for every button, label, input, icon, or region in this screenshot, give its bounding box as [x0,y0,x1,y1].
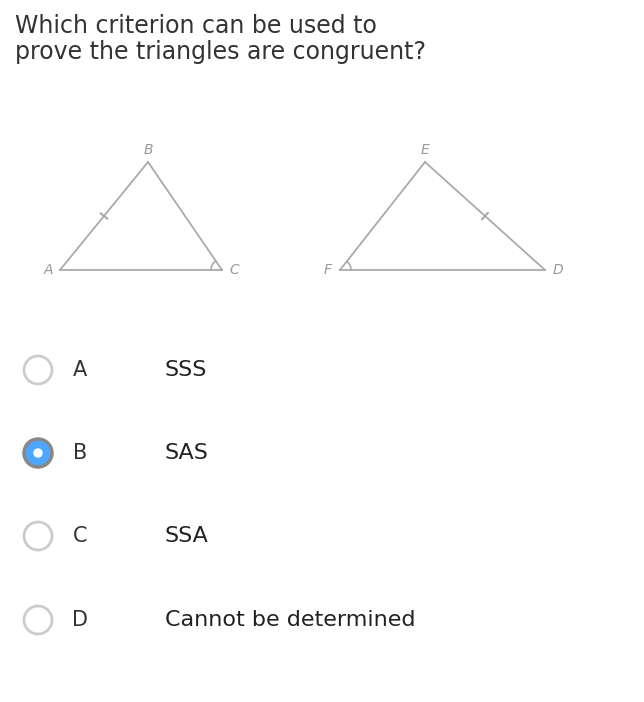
Circle shape [24,439,52,467]
Text: C: C [229,263,239,277]
Text: SAS: SAS [165,443,209,463]
Text: E: E [421,143,430,157]
Text: Cannot be determined: Cannot be determined [165,610,415,630]
Text: A: A [43,263,53,277]
Text: prove the triangles are congruent?: prove the triangles are congruent? [15,40,426,64]
Text: SSA: SSA [165,526,209,546]
Circle shape [34,449,42,457]
Text: D: D [553,263,564,277]
Text: SSS: SSS [165,360,207,380]
Text: C: C [73,526,87,546]
Text: D: D [72,610,88,630]
Text: Which criterion can be used to: Which criterion can be used to [15,14,377,38]
Text: B: B [73,443,87,463]
Text: A: A [73,360,87,380]
Text: B: B [143,143,153,157]
Text: F: F [324,263,332,277]
